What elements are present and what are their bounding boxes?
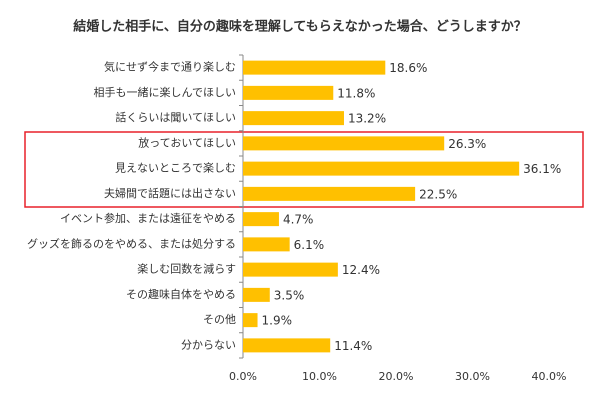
y-tick-label: 話くらいは聞いてほしい — [115, 110, 236, 124]
value-label: 12.4% — [342, 263, 380, 277]
value-label: 26.3% — [448, 137, 486, 151]
y-tick-label: 相手も一緒に楽しんでほしい — [94, 85, 236, 99]
y-tick-label: 分からない — [181, 338, 236, 351]
y-tick-label: その他 — [203, 313, 236, 326]
chart-title: 結婚した相手に、自分の趣味を理解してもらえなかった場合、どうしますか？ — [73, 19, 527, 35]
y-tick-label: 楽しむ回数を減らす — [137, 262, 236, 276]
x-tick-label: 30.0% — [455, 370, 490, 383]
y-tick-label: グッズを飾るのをやめる、または処分する — [27, 236, 236, 250]
value-label: 36.1% — [523, 162, 561, 176]
x-tick-label: 0.0% — [229, 370, 257, 383]
value-label: 1.9% — [262, 314, 293, 328]
value-label: 11.4% — [334, 339, 372, 353]
y-tick-label: 夫婦間で話題には出さない — [104, 186, 236, 200]
bar — [243, 60, 386, 75]
bar — [243, 136, 445, 151]
y-tick-label: その趣味自体をやめる — [126, 287, 236, 301]
value-label: 22.5% — [419, 187, 457, 201]
y-tick-label: 気にせず今まで通り楽しむ — [104, 60, 236, 74]
bar — [243, 161, 520, 176]
y-tick-label: 見えないところで楽しむ — [115, 162, 236, 175]
bar — [243, 313, 258, 328]
value-label: 3.5% — [274, 288, 305, 302]
x-tick-label: 20.0% — [379, 370, 414, 383]
bar — [243, 338, 331, 353]
highlight-box — [24, 131, 584, 208]
x-tick-label: 40.0% — [532, 370, 567, 383]
value-label: 13.2% — [348, 112, 386, 126]
y-tick-label: イベント参加、または遠征をやめる — [60, 211, 236, 225]
value-label: 4.7% — [283, 213, 314, 227]
value-label: 6.1% — [294, 238, 325, 252]
bar — [243, 186, 416, 201]
bar — [243, 212, 279, 227]
y-tick-label: 放っておいてほしい — [138, 135, 236, 149]
bar — [243, 262, 338, 277]
bar — [243, 287, 270, 302]
value-label: 11.8% — [337, 86, 375, 100]
bar — [243, 85, 334, 100]
bar — [243, 237, 290, 252]
value-label: 18.6% — [389, 61, 427, 75]
bar — [243, 111, 344, 126]
x-tick-label: 10.0% — [302, 370, 337, 383]
